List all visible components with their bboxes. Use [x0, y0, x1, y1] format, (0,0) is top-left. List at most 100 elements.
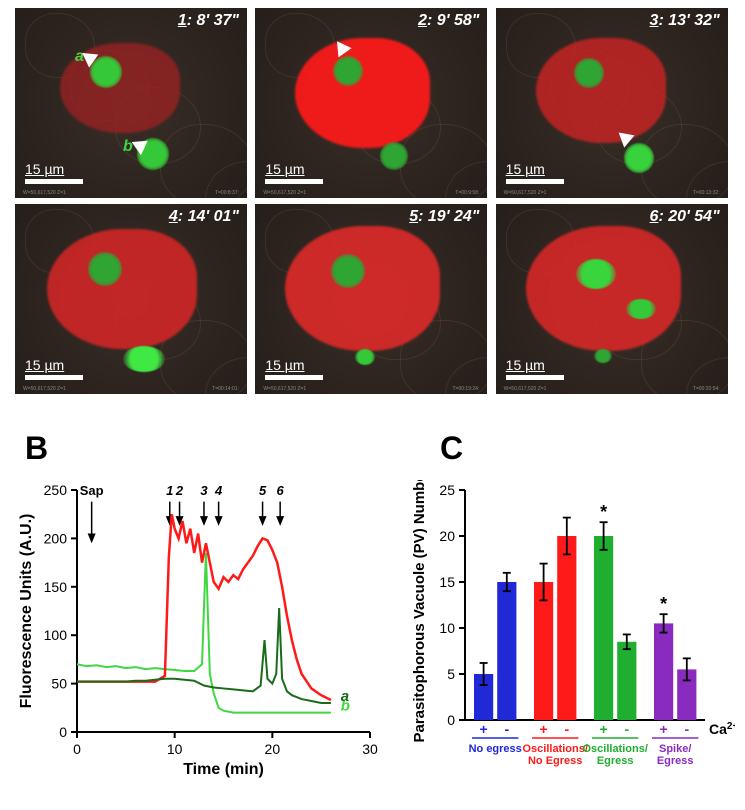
green-vacuole	[576, 259, 616, 289]
svg-text:4: 4	[214, 483, 223, 498]
svg-text:a: a	[341, 688, 349, 705]
svg-text:200: 200	[44, 530, 68, 546]
svg-text:25: 25	[439, 482, 455, 498]
svg-text:+: +	[540, 721, 548, 737]
svg-text:10: 10	[439, 620, 455, 636]
svg-text:100: 100	[44, 627, 68, 643]
red-fluorescence	[536, 38, 666, 143]
green-vacuole	[626, 299, 656, 319]
scale-bar-text: 15 µm	[506, 161, 564, 177]
series-b	[77, 553, 331, 713]
frame-timestamp: 6: 20' 54"	[650, 208, 720, 226]
green-vacuole	[123, 346, 165, 372]
svg-text:5: 5	[259, 483, 267, 498]
micrograph-1: ab1: 8' 37"15 µmW=50,617,520 Z=1T=00:8:3…	[15, 8, 247, 198]
svg-text:Egress: Egress	[657, 755, 694, 767]
svg-text:1: 1	[166, 483, 173, 498]
svg-text:0: 0	[59, 724, 67, 740]
svg-text:*: *	[600, 502, 607, 522]
svg-text:+: +	[660, 721, 668, 737]
panel-c: C 0 5 10 15 20 25 Parasitophorous Vacuole (PV)…	[410, 430, 735, 790]
scale-bar-icon	[506, 179, 564, 184]
svg-text:20: 20	[265, 741, 281, 757]
svg-text:No egress: No egress	[469, 743, 522, 755]
line-chart: 0 50 100 150 200 250 0 10 20 30 Time (min) Fluoresc…	[15, 480, 385, 780]
bar-Spike/ Egress-plus	[654, 623, 673, 720]
scale-bar-icon	[506, 375, 564, 380]
scale-bar: 15 µm	[265, 161, 323, 184]
red-fluorescence	[295, 38, 430, 148]
red-fluorescence	[526, 226, 681, 351]
scale-bar: 15 µm	[265, 357, 323, 380]
svg-text:250: 250	[44, 482, 68, 498]
svg-text:50: 50	[51, 676, 67, 692]
panel-b: B 0 50 100 150 200 250 0 10 20 30 Time (min) Fluore…	[15, 430, 385, 790]
green-vacuole	[88, 252, 122, 286]
panel-a: A ab1: 8' 37"15 µmW=50,617,520 Z=1T=00:8…	[15, 8, 730, 394]
svg-text:0: 0	[447, 712, 455, 728]
red-fluorescence	[47, 229, 197, 349]
frame-timestamp: 1: 8' 37"	[178, 12, 239, 30]
green-vacuole	[574, 58, 604, 88]
micrograph-4: 4: 14' 01"15 µmW=50,617,520 Z=1T=00:14:0…	[15, 204, 247, 394]
svg-text:+: +	[600, 721, 608, 737]
green-vacuole	[90, 56, 122, 88]
svg-text:Ca2+: Ca2+	[709, 721, 735, 738]
micrograph-2: 2: 9' 58"15 µmW=50,617,520 Z=1T=00:9:58:	[255, 8, 487, 198]
svg-text:3: 3	[200, 483, 208, 498]
svg-text:20: 20	[439, 528, 455, 544]
svg-text:30: 30	[362, 741, 378, 757]
green-vacuole	[624, 143, 654, 173]
svg-text:-: -	[504, 721, 509, 737]
scale-bar: 15 µm	[506, 161, 564, 184]
svg-text:5: 5	[447, 666, 455, 682]
svg-text:Egress: Egress	[597, 755, 634, 767]
scale-bar-text: 15 µm	[25, 357, 83, 373]
svg-text:150: 150	[44, 579, 68, 595]
svg-text:Fluorescence Units (A.U.): Fluorescence Units (A.U.)	[18, 514, 35, 709]
frame-timestamp: 4: 14' 01"	[169, 208, 239, 226]
svg-text:*: *	[660, 594, 667, 614]
svg-text:Spike/: Spike/	[659, 743, 691, 755]
svg-text:Time (min): Time (min)	[183, 761, 264, 778]
bar-Oscillations/ No Egress-plus	[534, 582, 553, 720]
scale-bar: 15 µm	[25, 357, 83, 380]
panel-b-label: B	[25, 430, 48, 467]
frame-timestamp: 2: 9' 58"	[418, 12, 479, 30]
scale-bar-icon	[265, 375, 323, 380]
svg-text:Parasitophorous Vacuole (PV) N: Parasitophorous Vacuole (PV) Number	[411, 480, 428, 743]
scale-bar-text: 15 µm	[25, 161, 83, 177]
micrograph-6: 6: 20' 54"15 µmW=50,617,520 Z=1T=00:20:5…	[496, 204, 728, 394]
svg-text:-: -	[564, 721, 569, 737]
svg-text:6: 6	[277, 483, 285, 498]
svg-text:15: 15	[439, 574, 455, 590]
scale-bar-icon	[25, 179, 83, 184]
bar-Oscillations/ Egress-plus	[594, 536, 613, 720]
svg-text:0: 0	[73, 741, 81, 757]
green-vacuole	[594, 349, 612, 363]
svg-text:-: -	[624, 721, 629, 737]
panel-c-label: C	[440, 430, 463, 467]
svg-text:10: 10	[167, 741, 183, 757]
svg-text:Oscillations/: Oscillations/	[582, 743, 647, 755]
scale-bar: 15 µm	[25, 161, 83, 184]
bar-No egress-minus	[497, 582, 516, 720]
frame-timestamp: 5: 19' 24"	[409, 208, 479, 226]
micrograph-5: 5: 19' 24"15 µmW=50,617,520 Z=1T=00:19:2…	[255, 204, 487, 394]
scale-bar-icon	[25, 375, 83, 380]
bar-Oscillations/ Egress-minus	[617, 642, 636, 720]
red-fluorescence	[285, 226, 440, 351]
scale-bar-icon	[265, 179, 323, 184]
micrograph-3: 3: 13' 32"15 µmW=50,617,520 Z=1T=00:13:3…	[496, 8, 728, 198]
svg-text:+: +	[480, 721, 488, 737]
scale-bar-text: 15 µm	[265, 357, 323, 373]
bar-chart: 0 5 10 15 20 25 Parasitophorous Vacuole (PV) N…	[410, 480, 735, 780]
svg-text:Oscillations/: Oscillations/	[522, 743, 587, 755]
svg-text:No Egress: No Egress	[528, 755, 582, 767]
svg-text:Sap: Sap	[80, 483, 104, 498]
svg-text:-: -	[684, 721, 689, 737]
scale-bar-text: 15 µm	[265, 161, 323, 177]
bar-Oscillations/ No Egress-minus	[557, 536, 576, 720]
scale-bar: 15 µm	[506, 357, 564, 380]
frame-timestamp: 3: 13' 32"	[650, 12, 720, 30]
